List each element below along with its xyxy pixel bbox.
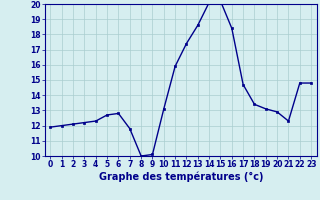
X-axis label: Graphe des températures (°c): Graphe des températures (°c) bbox=[99, 172, 263, 182]
